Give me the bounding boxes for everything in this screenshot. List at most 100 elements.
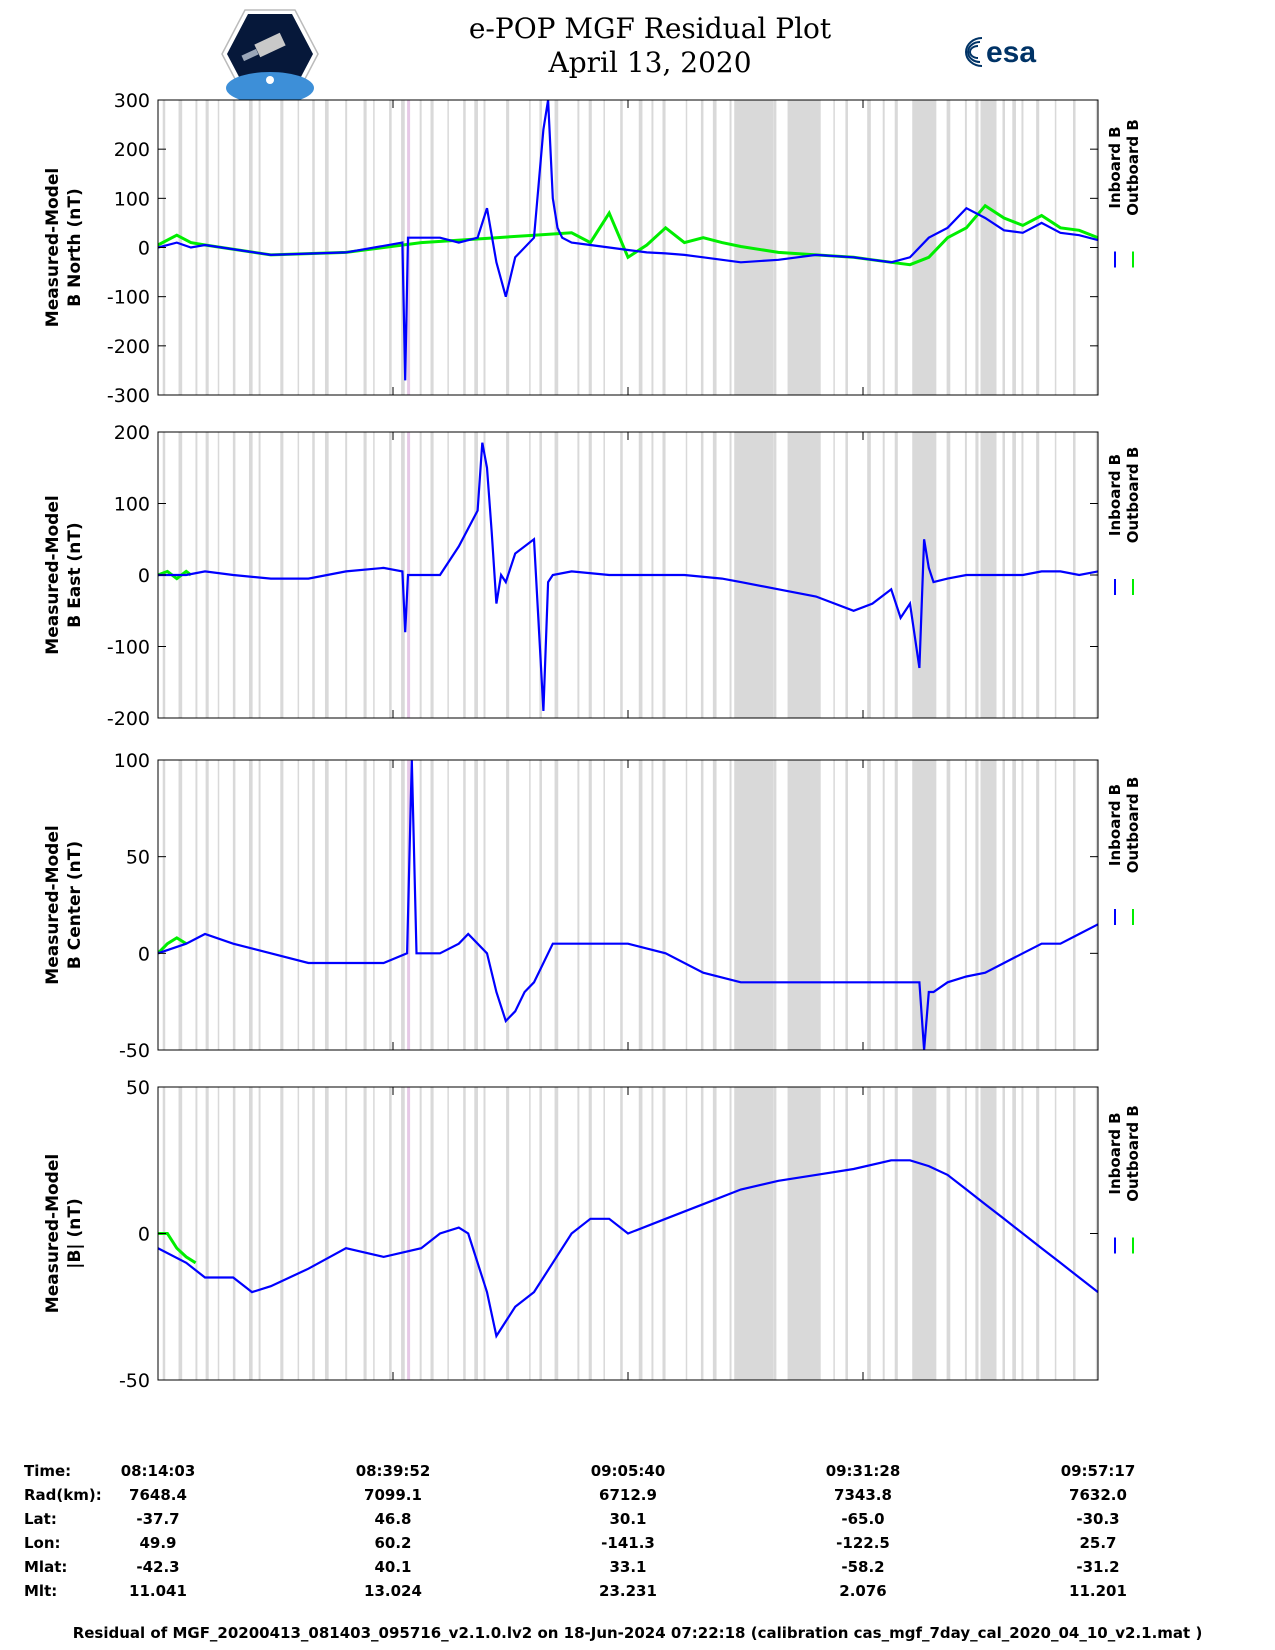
data-gap-shading	[162, 100, 1098, 395]
info-cell: 08:14:03	[120, 1462, 196, 1480]
info-cell: 11.201	[1069, 1582, 1127, 1600]
gap-band	[867, 1087, 871, 1380]
gap-band	[419, 760, 422, 1050]
gap-band	[882, 1087, 885, 1380]
y-tick-label: 0	[138, 565, 150, 587]
gap-band	[712, 760, 717, 1050]
gap-band	[280, 100, 284, 395]
gap-band	[195, 1087, 198, 1380]
y-axis-label: Measured-Model	[43, 1154, 63, 1313]
info-cell: 7632.0	[1069, 1486, 1127, 1504]
series-group	[158, 442, 1098, 711]
panel-4: -50 0 50 Measured-Model |B| (nT) Inboard B Out…	[43, 1077, 1142, 1392]
info-cell: 49.9	[139, 1534, 177, 1552]
gap-band	[773, 100, 777, 395]
gap-band	[588, 432, 592, 718]
gap-band	[280, 1087, 284, 1380]
outboard-series-line	[158, 203, 1098, 267]
gap-band	[474, 760, 478, 1050]
gap-band	[312, 1087, 315, 1380]
gap-band	[401, 1087, 405, 1380]
info-cell: -141.3	[601, 1534, 655, 1552]
gap-band	[483, 760, 486, 1050]
gap-band	[1002, 760, 1006, 1050]
info-cell: 7343.8	[834, 1486, 892, 1504]
gap-band	[1073, 100, 1076, 395]
info-cell: 7648.4	[129, 1486, 187, 1504]
gap-band	[506, 100, 510, 395]
gap-band	[867, 100, 871, 395]
gap-band	[946, 100, 951, 395]
gap-band	[205, 432, 209, 718]
legend-inboard-label: Inboard B	[1106, 784, 1124, 866]
y-axis-label: Measured-Model	[43, 825, 63, 984]
info-cell: 08:39:52	[355, 1462, 431, 1480]
gap-band	[912, 432, 937, 718]
gap-band	[162, 760, 166, 1050]
info-cell: 7099.1	[364, 1486, 422, 1504]
legend-outboard-label: Outboard B	[1124, 1105, 1142, 1202]
gap-band	[662, 760, 666, 1050]
info-cell: 40.1	[374, 1558, 412, 1576]
gap-band	[946, 760, 951, 1050]
gap-band	[964, 100, 967, 395]
gap-band	[195, 432, 198, 718]
gap-band	[248, 100, 253, 395]
gap-band	[867, 432, 871, 718]
gap-band	[430, 1087, 434, 1380]
gap-band	[324, 760, 329, 1050]
gap-band	[685, 1087, 688, 1380]
y-tick-label: 50	[126, 847, 150, 869]
info-cell: 2.076	[839, 1582, 887, 1600]
y-axis-label: B East (nT)	[65, 522, 85, 627]
gap-band	[620, 1087, 623, 1380]
gap-band	[700, 760, 704, 1050]
gap-band	[297, 760, 300, 1050]
gap-band	[773, 432, 777, 718]
gap-band	[603, 760, 605, 1050]
gap-band	[577, 432, 580, 718]
gap-band	[483, 432, 486, 718]
legend-inboard-label: Inboard B	[1106, 126, 1124, 208]
gap-band	[1021, 760, 1024, 1050]
info-cell: -30.3	[1076, 1510, 1120, 1528]
gap-band	[729, 760, 732, 1050]
gap-band	[894, 1087, 898, 1380]
gap-band	[773, 1087, 777, 1380]
gap-band	[463, 100, 466, 395]
y-tick-label: 300	[114, 90, 150, 112]
gap-band	[539, 100, 542, 395]
gap-band	[734, 1087, 774, 1380]
gap-band	[734, 432, 774, 718]
gap-band	[217, 432, 220, 718]
info-row: Rad(km): 7648.4 7099.1 6712.9 7343.8 7632.0	[0, 1486, 1275, 1510]
gap-band	[700, 432, 704, 718]
gap-band	[389, 1087, 392, 1380]
gap-band	[787, 100, 821, 395]
gap-band	[401, 760, 405, 1050]
gap-band	[389, 760, 392, 1050]
esa-logo: esa	[965, 36, 1036, 69]
gap-band	[845, 432, 848, 718]
info-row-label: Lon:	[24, 1534, 61, 1552]
gap-band	[529, 100, 531, 395]
info-cell: -122.5	[836, 1534, 890, 1552]
gap-band	[1054, 100, 1057, 395]
info-cell: 23.231	[599, 1582, 657, 1600]
gap-band	[773, 760, 777, 1050]
y-tick-label: 0	[138, 943, 150, 965]
gap-band	[700, 100, 704, 395]
gap-band	[345, 432, 348, 718]
gap-band	[1073, 760, 1076, 1050]
gap-band	[312, 760, 315, 1050]
inboard-series-line	[158, 1159, 1098, 1339]
y-tick-label: -100	[107, 287, 150, 309]
gap-band	[1054, 432, 1057, 718]
panel-3: -50 0 50 100 Measured-Model B Center (nT) Inbo…	[43, 750, 1142, 1062]
y-tick-label: 0	[138, 238, 150, 260]
gap-band	[217, 1087, 220, 1380]
gap-band	[638, 760, 643, 1050]
info-cell: 30.1	[609, 1510, 647, 1528]
gap-band	[729, 432, 732, 718]
gap-band	[554, 760, 559, 1050]
